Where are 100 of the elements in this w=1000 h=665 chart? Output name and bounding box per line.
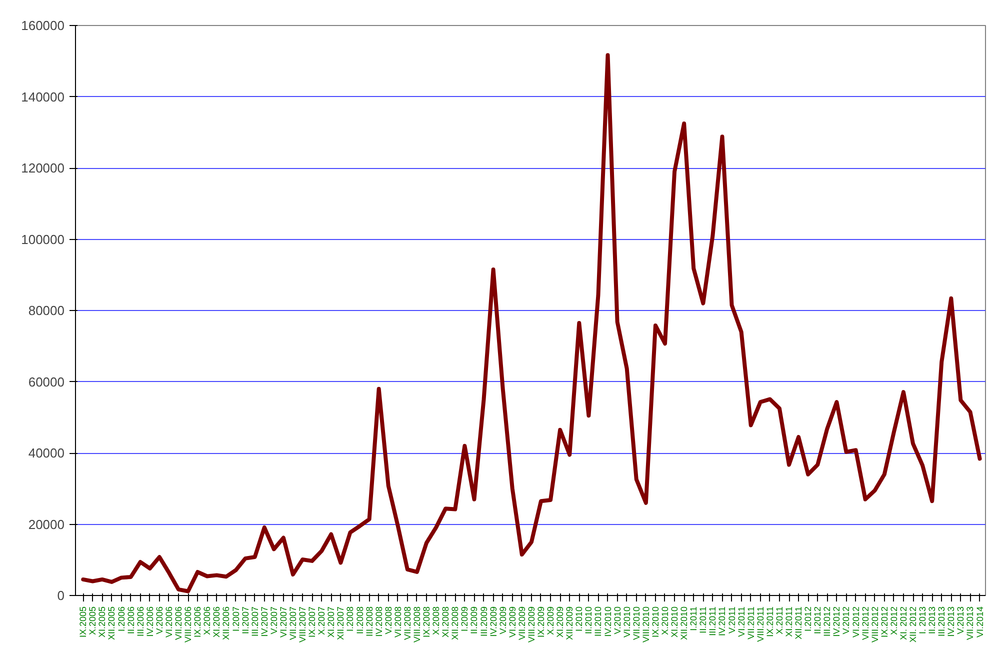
x-tick-label: VI.2011	[736, 606, 746, 637]
x-tick-label: V.2012	[841, 606, 852, 634]
x-tick-label: V.2010	[612, 606, 622, 634]
x-tick-label: VIII.2006	[183, 606, 194, 643]
x-tick-label: VII.2013	[965, 606, 976, 640]
x-tick-label: VII.2012	[860, 606, 870, 640]
y-tick-label: 60000	[28, 374, 65, 390]
x-tick-label: III.2008	[364, 606, 374, 637]
line-series	[81, 53, 982, 594]
x-tick-label: V.2013	[956, 606, 966, 634]
x-tick-label: III.2011	[708, 606, 718, 636]
x-tick-label: I. 2013	[918, 606, 928, 634]
y-tick-label: 120000	[21, 160, 65, 176]
x-tick-label: III.2009	[478, 606, 489, 637]
x-tick-label: V.2008	[383, 606, 394, 634]
x-tick-label: VIII.2008	[412, 606, 422, 643]
x-tick-label: VII.2008	[402, 606, 412, 640]
x-tick-label: VIII.2012	[870, 606, 880, 643]
x-tick-label: VII.2006	[174, 606, 184, 640]
x-tick-label: V.2009	[498, 606, 508, 634]
y-tick-label: 80000	[28, 303, 65, 318]
x-tick-label: IX.2009	[536, 606, 546, 638]
x-tick-label: IX.2011	[764, 606, 775, 637]
x-tick-label: II.2006	[126, 606, 136, 634]
x-tick-label: IX.2005	[78, 606, 88, 638]
x-tick-label: II.2010	[584, 606, 594, 634]
x-tick-label: X.2010	[660, 606, 670, 636]
x-tick-label: VI.2012	[850, 606, 861, 638]
x-tick-label: VIII.2010	[640, 606, 651, 643]
x-tick-label: XI.2009	[555, 606, 566, 638]
x-tick-label: I.2006	[116, 606, 126, 632]
x-tick-label: I.2009	[460, 606, 470, 632]
x-tick-label: VI.2009	[507, 606, 518, 638]
x-tick-label: XI.2005	[97, 606, 108, 638]
x-tick-label: XII.2005	[106, 606, 117, 640]
x-tick-label: I.2007	[230, 606, 241, 632]
x-tick-label: V.2011	[726, 606, 737, 634]
x-tick-label: XI. 2012	[898, 606, 908, 640]
y-tick-label: 40000	[28, 446, 65, 460]
x-tick-label: VIII.2011	[755, 606, 766, 642]
x-tick-label: X.2008	[431, 606, 442, 636]
x-tick-label: XI.2006	[212, 606, 222, 638]
x-tick-label: IX.2012	[879, 606, 890, 638]
x-tick-label: XII.2010	[679, 606, 690, 640]
y-tick-label: 140000	[21, 89, 65, 104]
x-tick-label: I.2012	[803, 606, 814, 632]
x-tick-label: VI.2007	[278, 606, 288, 638]
x-tick-label: XII. 2012	[908, 606, 918, 643]
x-tick-label: II.2009	[469, 606, 480, 634]
x-tick-label: II.2013	[927, 606, 938, 634]
x-tick-label: XII.2011	[794, 606, 804, 640]
x-tick-label: II.2007	[240, 606, 250, 634]
x-tick-label: VII.2011	[746, 606, 756, 640]
x-tick-label: III.2013	[936, 606, 947, 637]
x-tick-label: X.2009	[546, 606, 556, 636]
x-tick-label: III.2006	[135, 606, 146, 637]
x-tick-label: VIII.2007	[298, 606, 308, 643]
x-tick-label: V.2006	[154, 606, 164, 634]
y-tick-label: 0	[57, 588, 65, 603]
x-tick-label: III.2012	[822, 606, 832, 637]
x-tick-label: II.2012	[812, 606, 823, 634]
x-tick-label: IX.2007	[307, 606, 318, 638]
x-tick-label: XII.2006	[221, 606, 232, 640]
x-tick-label: IV.2007	[259, 606, 270, 637]
x-tick-label: II.2008	[354, 606, 365, 634]
x-tick-label: VI.2010	[622, 606, 632, 638]
x-tick-label: IV.2008	[374, 606, 384, 637]
x-tick-label: VII.2010	[631, 606, 642, 640]
x-tick-label: VIII.2009	[526, 606, 536, 643]
x-tick-label: III.2010	[593, 606, 604, 637]
x-tick-label: IV.2006	[144, 606, 155, 637]
x-tick-label: I.2008	[345, 606, 356, 632]
x-tick-label: I.2010	[574, 606, 584, 632]
x-tick-label: III.2007	[250, 606, 260, 637]
x-tick-label: VI.2014	[974, 606, 985, 638]
x-tick-label: IV.2012	[832, 606, 842, 637]
x-tick-label: VII.2007	[288, 606, 298, 640]
x-tick-label: XI.2010	[670, 606, 680, 638]
x-tick-label: VI.2008	[392, 606, 403, 638]
x-tick-label: XII.2008	[450, 606, 460, 640]
x-tick-label: IX.2008	[422, 606, 432, 638]
x-tick-label: II.2011	[698, 606, 708, 634]
x-tick-label: VI.2006	[164, 606, 174, 638]
x-tick-label: XI.2011	[784, 606, 794, 637]
x-tick-label: XI.2007	[326, 606, 336, 638]
x-tick-label: XII.2009	[564, 606, 575, 640]
x-tick-label: X.2011	[774, 606, 784, 634]
x-tick-label: I.2011	[688, 606, 699, 631]
y-tick-label: 100000	[21, 232, 65, 247]
x-tick-label: IX.2006	[192, 606, 203, 638]
x-tick-label: IV.2010	[602, 606, 613, 637]
x-tick-label: V.2007	[268, 606, 279, 634]
x-tick-label: IV.2011	[717, 606, 728, 636]
x-tick-label: IX.2010	[650, 606, 660, 638]
y-tick-label: 20000	[28, 516, 65, 532]
x-tick-label: X.2006	[202, 606, 212, 636]
x-tick-label: IV.2013	[946, 606, 956, 637]
x-tick-label: X.2012	[888, 606, 899, 636]
x-tick-label: X.2007	[316, 606, 327, 636]
x-tick-label: IV.2009	[488, 606, 498, 637]
